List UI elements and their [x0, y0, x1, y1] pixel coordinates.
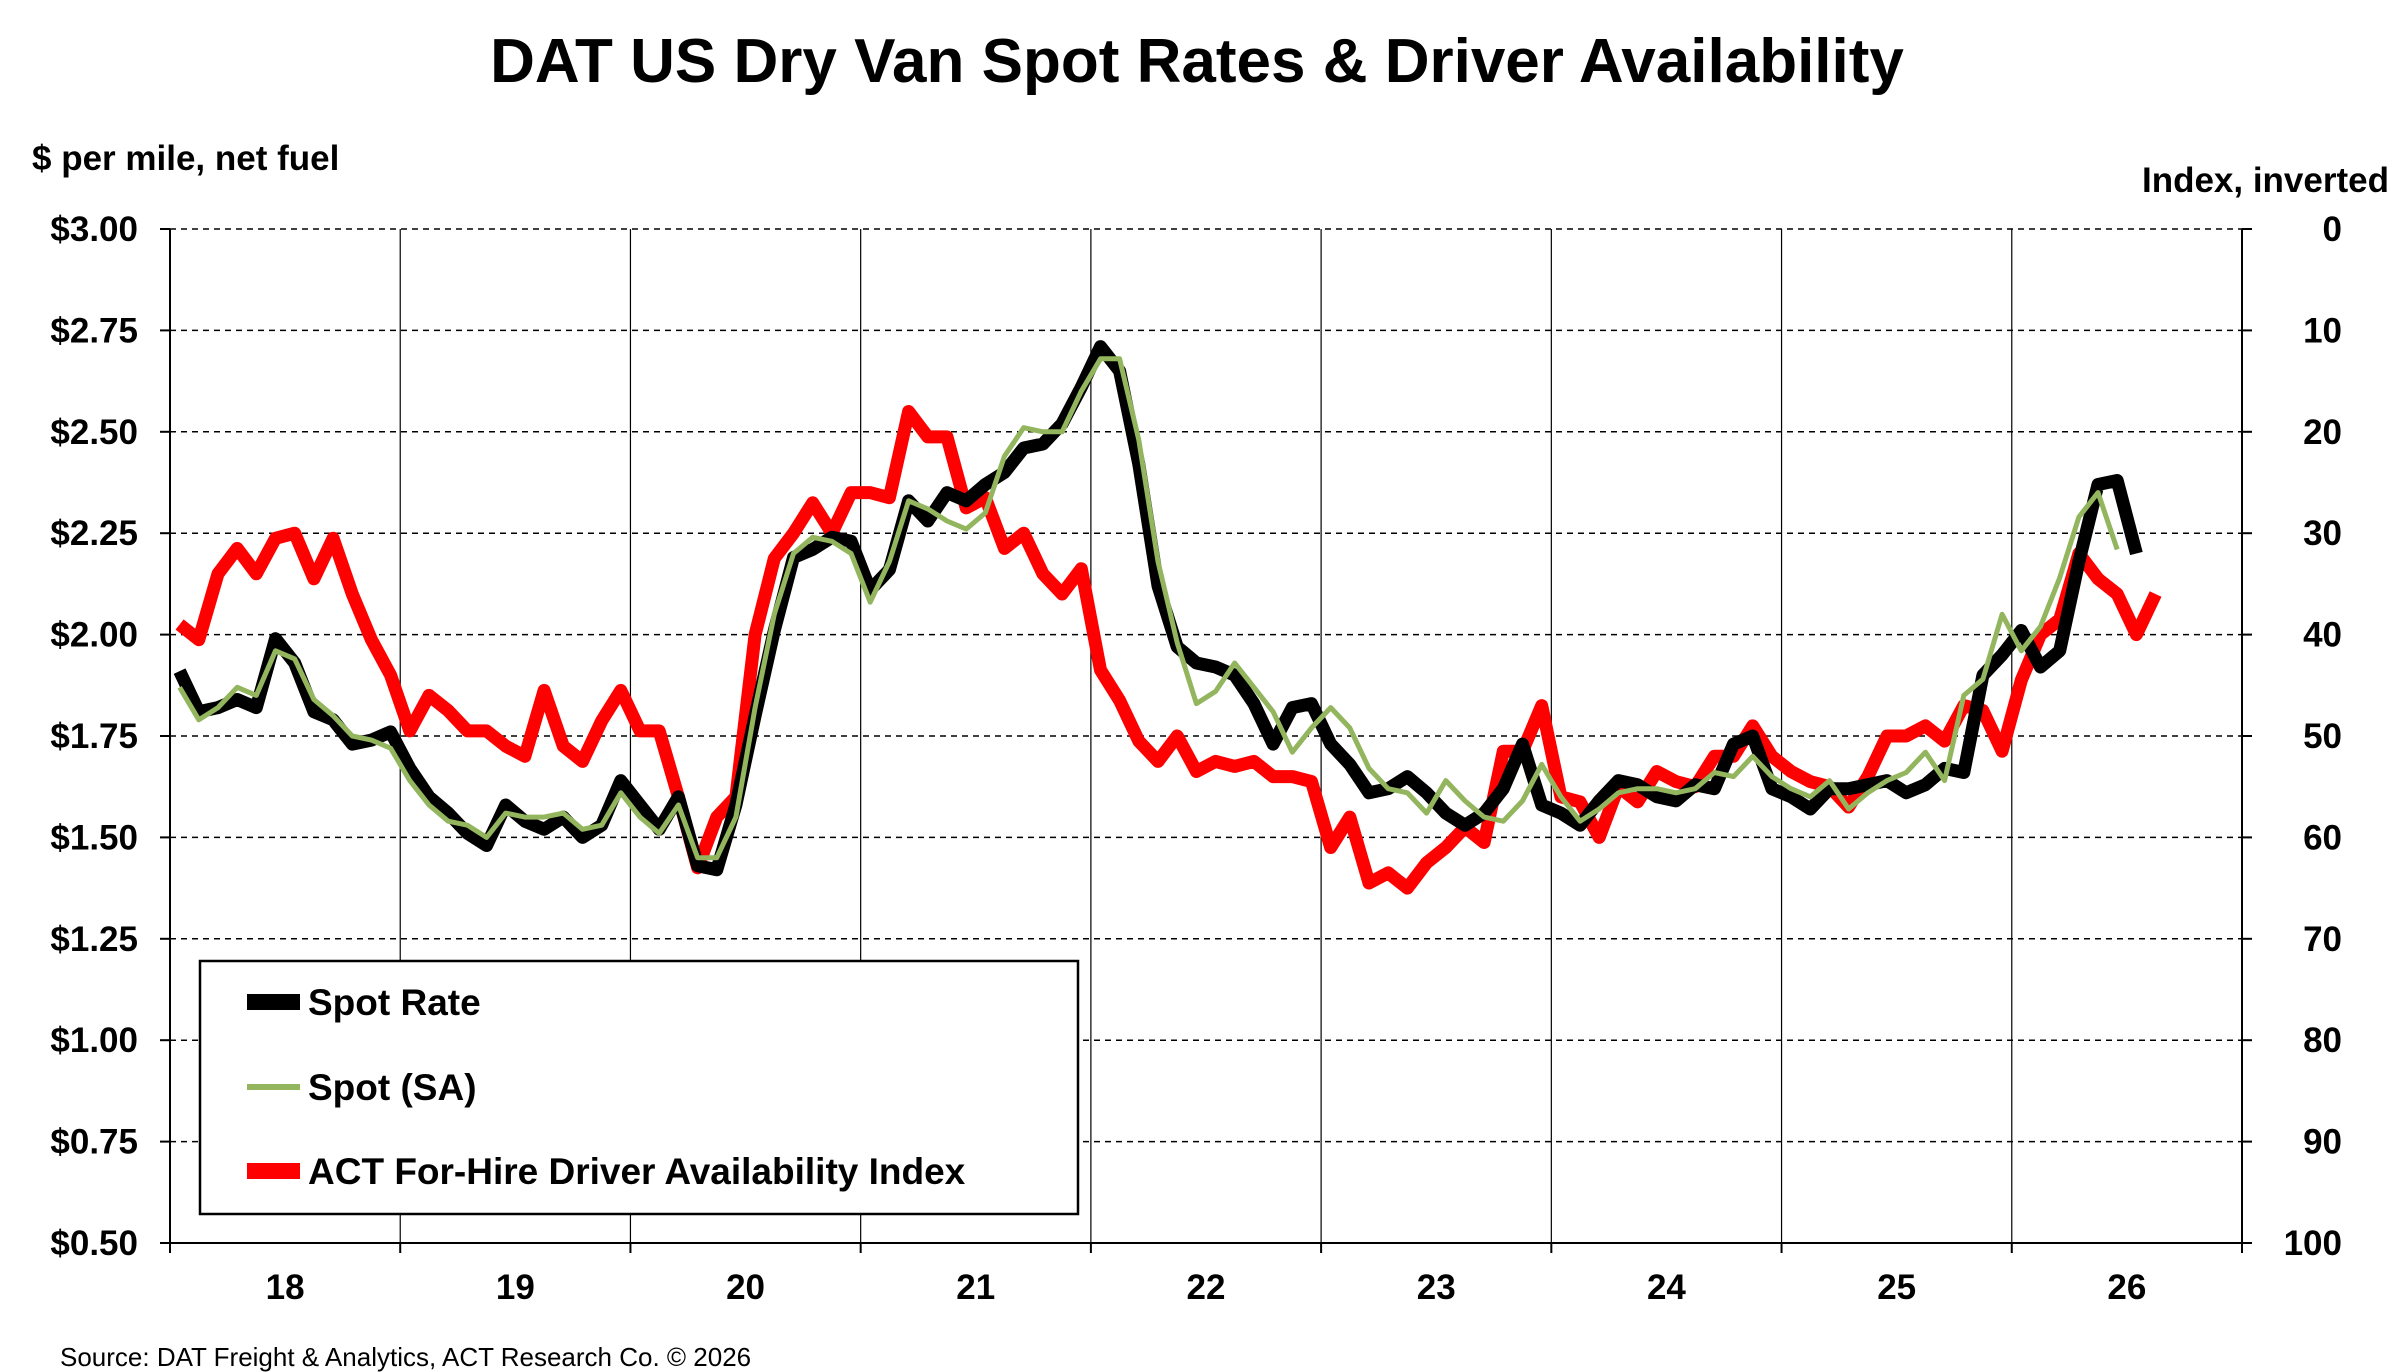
series-driver-index	[175, 405, 2162, 895]
right-tick-label: 20	[2303, 413, 2342, 452]
right-tick-label: 10	[2303, 311, 2342, 350]
right-tick-label: 50	[2303, 717, 2342, 756]
chart-title: DAT US Dry Van Spot Rates & Driver Avail…	[490, 27, 1904, 96]
right-tick-label: 40	[2303, 616, 2342, 655]
right-axis-title: Index, inverted	[2142, 161, 2389, 200]
axis-layer	[160, 228, 2252, 1253]
left-tick-label: $2.50	[50, 413, 138, 452]
left-tick-label: $1.50	[50, 818, 138, 857]
legend-label-driver-index: ACT For-Hire Driver Availability Index	[308, 1151, 966, 1192]
source-note: Source: DAT Freight & Analytics, ACT Res…	[60, 1342, 751, 1372]
left-tick-label: $3.00	[50, 210, 138, 249]
x-tick-label: 26	[2107, 1268, 2146, 1307]
series-spot-rate	[173, 340, 2143, 877]
left-tick-label: $1.25	[50, 920, 138, 959]
legend-box	[198, 959, 1080, 1216]
tick-labels: $3.00 $2.75 $2.50 $2.25 $2.00 $1.75 $1.50 $1.25…	[50, 210, 2342, 1307]
right-tick-label: 90	[2303, 1123, 2342, 1162]
right-tick-label: 0	[2323, 210, 2342, 249]
left-tick-label: $2.00	[50, 616, 138, 655]
series-layer	[173, 340, 2162, 895]
left-tick-label: $1.75	[50, 717, 138, 756]
legend: Spot Rate Spot (SA) ACT For-Hire Driver …	[198, 959, 1080, 1216]
left-tick-label: $0.50	[50, 1224, 138, 1263]
x-tick-label: 24	[1647, 1268, 1686, 1307]
left-tick-label: $2.25	[50, 514, 138, 553]
right-tick-label: 70	[2303, 920, 2342, 959]
x-tick-label: 20	[726, 1268, 765, 1307]
x-tick-label: 19	[496, 1268, 535, 1307]
right-tick-label: 80	[2303, 1021, 2342, 1060]
x-tick-label: 21	[956, 1268, 995, 1307]
left-tick-label: $0.75	[50, 1123, 138, 1162]
right-tick-label: 100	[2284, 1224, 2342, 1263]
x-tick-label: 22	[1187, 1268, 1226, 1307]
left-tick-label: $2.75	[50, 311, 138, 350]
right-tick-label: 30	[2303, 514, 2342, 553]
left-axis-title: $ per mile, net fuel	[32, 139, 339, 178]
right-tick-label: 60	[2303, 818, 2342, 857]
series-spot-sa	[177, 356, 2120, 861]
x-tick-label: 23	[1417, 1268, 1456, 1307]
x-tick-label: 25	[1877, 1268, 1916, 1307]
x-tick-label: 18	[266, 1268, 305, 1307]
left-tick-label: $1.00	[50, 1021, 138, 1060]
legend-label-spot-rate: Spot Rate	[308, 982, 481, 1023]
legend-label-spot-sa: Spot (SA)	[308, 1067, 477, 1108]
